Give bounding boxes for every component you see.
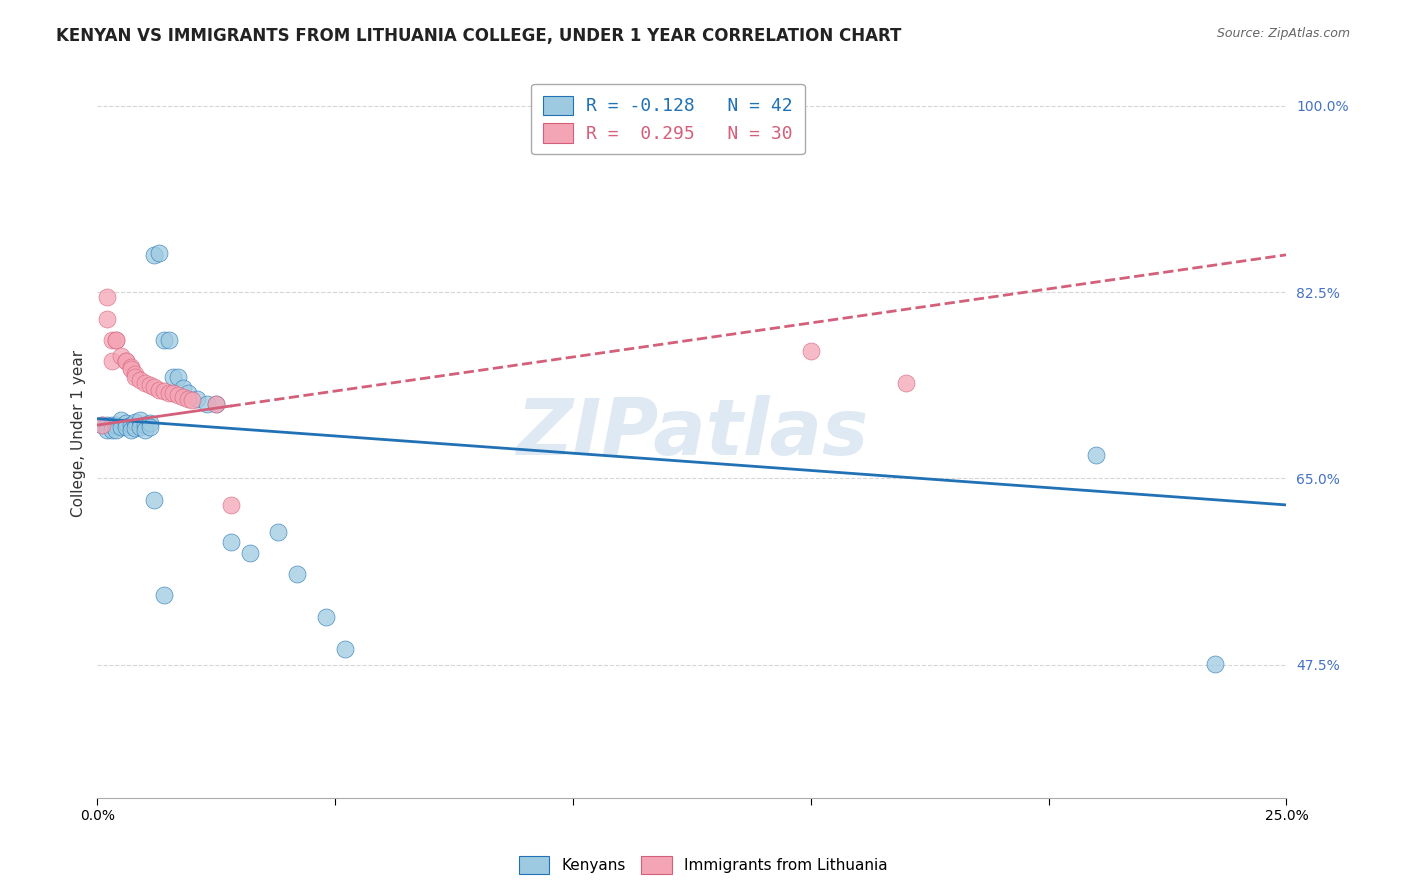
Point: [134, 418, 156, 433]
Point: [105, 333, 128, 347]
Point: [110, 420, 132, 434]
Point: [134, 376, 156, 390]
Point: [181, 392, 204, 407]
Point: [96, 424, 118, 438]
Point: [162, 386, 184, 401]
Text: ZIPatlas: ZIPatlas: [516, 395, 868, 471]
Point: [120, 424, 142, 438]
Point: [167, 370, 190, 384]
Point: [333, 641, 356, 656]
Point: [172, 381, 194, 395]
Point: [120, 361, 142, 376]
Point: [120, 359, 142, 374]
Point: [205, 397, 228, 411]
Point: [167, 388, 190, 402]
Point: [120, 418, 142, 433]
Point: [172, 391, 194, 405]
Point: [157, 386, 180, 401]
Point: [91, 418, 114, 433]
Point: [138, 420, 160, 434]
Point: [143, 248, 166, 262]
Point: [124, 367, 146, 381]
Point: [157, 333, 180, 347]
Point: [124, 370, 146, 384]
Point: [162, 370, 184, 384]
Point: [219, 498, 242, 512]
Point: [115, 416, 138, 430]
Point: [110, 413, 132, 427]
Text: KENYAN VS IMMIGRANTS FROM LITHUANIA COLLEGE, UNDER 1 YEAR CORRELATION CHART: KENYAN VS IMMIGRANTS FROM LITHUANIA COLL…: [56, 27, 901, 45]
Point: [285, 567, 308, 582]
Point: [143, 380, 166, 394]
Point: [138, 377, 160, 392]
Point: [800, 343, 823, 358]
Point: [134, 424, 156, 438]
Point: [315, 609, 337, 624]
Point: [238, 546, 260, 560]
Point: [177, 392, 200, 406]
Point: [105, 333, 128, 347]
Point: [105, 424, 128, 438]
Point: [100, 424, 122, 438]
Point: [153, 333, 176, 347]
Point: [115, 420, 138, 434]
Point: [96, 418, 118, 433]
Point: [153, 384, 176, 398]
Point: [148, 245, 170, 260]
Point: [115, 354, 138, 368]
Point: [124, 415, 146, 429]
Legend: R = -0.128   N = 42, R =  0.295   N = 30: R = -0.128 N = 42, R = 0.295 N = 30: [531, 84, 804, 154]
Point: [129, 373, 152, 387]
Point: [894, 376, 917, 390]
Point: [124, 421, 146, 435]
Point: [1085, 448, 1108, 462]
Point: [110, 349, 132, 363]
Point: [100, 418, 122, 433]
Legend: Kenyans, Immigrants from Lithuania: Kenyans, Immigrants from Lithuania: [512, 850, 894, 880]
Point: [100, 333, 122, 347]
Text: Source: ZipAtlas.com: Source: ZipAtlas.com: [1216, 27, 1350, 40]
Point: [195, 397, 218, 411]
Point: [115, 354, 138, 368]
Point: [186, 392, 208, 406]
Point: [267, 524, 290, 539]
Point: [129, 413, 152, 427]
Point: [153, 589, 176, 603]
Point: [219, 535, 242, 549]
Point: [143, 492, 166, 507]
Y-axis label: College, Under 1 year: College, Under 1 year: [72, 350, 86, 516]
Point: [1204, 657, 1226, 671]
Point: [96, 290, 118, 304]
Point: [177, 386, 200, 401]
Point: [100, 354, 122, 368]
Point: [91, 418, 114, 433]
Point: [138, 416, 160, 430]
Point: [105, 418, 128, 433]
Point: [205, 397, 228, 411]
Point: [96, 311, 118, 326]
Point: [148, 383, 170, 397]
Point: [129, 420, 152, 434]
